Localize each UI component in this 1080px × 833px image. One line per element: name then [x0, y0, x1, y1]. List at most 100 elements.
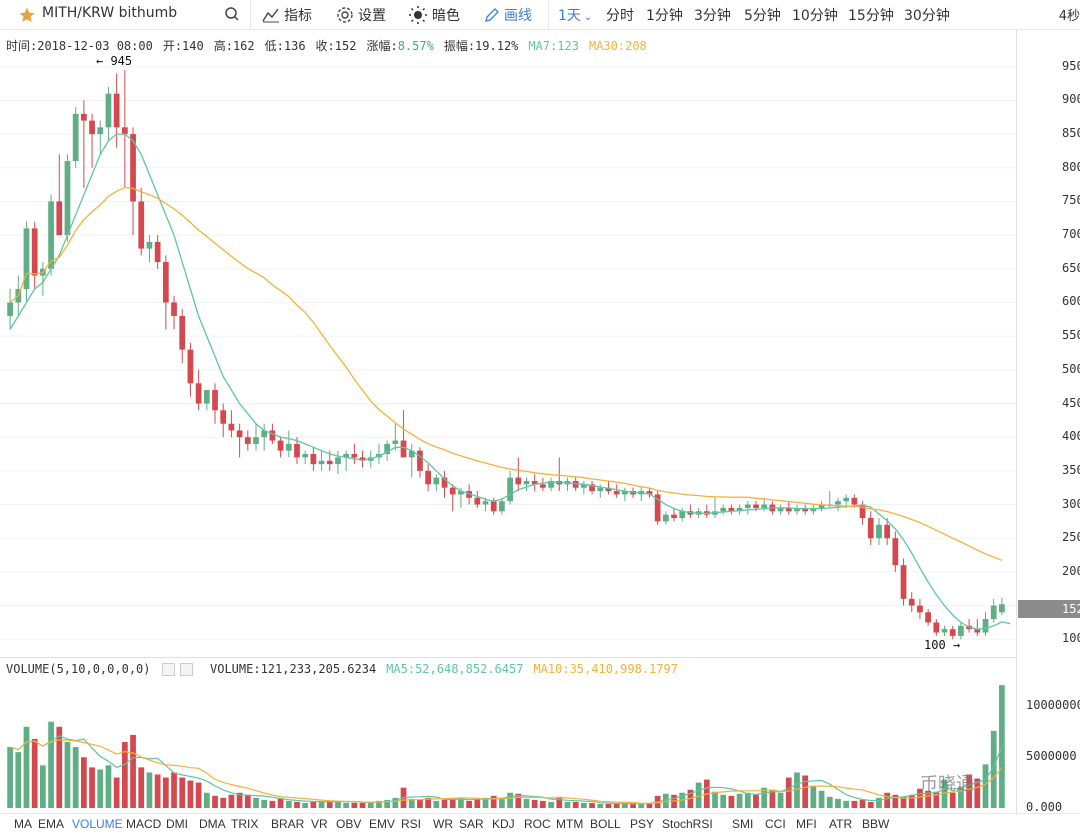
indicator-tab-vr[interactable]: VR [311, 817, 328, 831]
volume-bar [851, 800, 858, 808]
dark-mode-button[interactable]: 暗色 [408, 4, 460, 26]
candle-body [89, 120, 95, 135]
volume-bar [433, 800, 440, 808]
indicator-tab-psy[interactable]: PSY [630, 817, 655, 831]
period-1d[interactable]: 1天 ⌄ [558, 8, 593, 24]
indicator-tab-ema[interactable]: EMA [38, 817, 65, 831]
indicator-tab-sar[interactable]: SAR [459, 817, 484, 831]
volume-bar [540, 800, 546, 808]
indicator-tab-roc[interactable]: ROC [524, 817, 551, 831]
period-1m[interactable]: 1分钟 [646, 8, 683, 24]
indicator-tab-ma[interactable]: MA [14, 817, 32, 831]
period-5m[interactable]: 5分钟 [744, 8, 781, 24]
indicator-tab-dmi[interactable]: DMI [166, 817, 188, 831]
volume-bar [613, 803, 620, 808]
price-tick-label: 650 [1062, 260, 1080, 275]
period-timeshare[interactable]: 分时 [606, 8, 634, 24]
candle-body [244, 437, 251, 444]
indicator-tab-dma[interactable]: DMA [199, 817, 226, 831]
candle-body [105, 93, 112, 128]
volume-bar [121, 742, 128, 808]
indicator-tab-boll[interactable]: BOLL [590, 817, 621, 831]
volume-bar [261, 799, 268, 808]
candle-body [482, 501, 489, 505]
candle-body [515, 477, 522, 485]
volume-bar [335, 801, 341, 808]
period-3m[interactable]: 3分钟 [694, 8, 731, 24]
volume-bar [876, 797, 882, 808]
candle-body [490, 501, 497, 512]
period-30m[interactable]: 30分钟 [904, 8, 950, 24]
volume-bar [720, 794, 727, 808]
candle-body [540, 484, 546, 488]
indicator-tab-brar[interactable]: BRAR [271, 817, 305, 831]
volume-bar [458, 797, 464, 808]
volume-bar [408, 798, 415, 808]
search-icon[interactable] [224, 6, 240, 22]
candle-body [425, 470, 431, 485]
volume-bar [646, 802, 653, 808]
volume-bar [236, 792, 243, 808]
info-high: 高:162 [213, 39, 255, 53]
indicator-tab-trix[interactable]: TRIX [231, 817, 259, 831]
indicator-tab-bbw[interactable]: BBW [862, 817, 890, 831]
indicator-tab-cci[interactable]: CCI [765, 817, 786, 831]
price-chart[interactable] [0, 0, 1080, 813]
indicator-tab-macd[interactable]: MACD [126, 817, 162, 831]
indicator-tab-mfi[interactable]: MFI [796, 817, 817, 831]
indicator-tab-atr[interactable]: ATR [829, 817, 853, 831]
candle-body [613, 491, 620, 495]
volume-bar [187, 780, 194, 808]
indicator-tab-volume[interactable]: VOLUME [72, 817, 123, 831]
close-icon[interactable] [180, 663, 193, 676]
volume-bar [925, 790, 931, 808]
info-low: 低:136 [264, 39, 306, 53]
candle-body [81, 113, 87, 121]
candle-body [761, 504, 768, 508]
candle-body [581, 484, 587, 488]
indicator-tab-kdj[interactable]: KDJ [492, 817, 515, 831]
candle-body [974, 629, 981, 633]
draw-line-button[interactable]: 画线 [484, 4, 532, 26]
indicator-tab-wr[interactable]: WR [433, 817, 453, 831]
volume-bar [990, 730, 997, 808]
candle-body [72, 113, 79, 162]
candle-body [48, 201, 54, 269]
candle-body [220, 410, 227, 424]
volume-bar [736, 793, 743, 808]
candle-body [753, 504, 759, 508]
volume-bar [113, 777, 120, 808]
volume-ma5-line [9, 735, 1003, 805]
candle-body [785, 507, 792, 512]
period-10m[interactable]: 10分钟 [792, 8, 838, 24]
volume-bar [482, 797, 489, 808]
star-icon[interactable] [18, 6, 36, 24]
volume-bar [64, 742, 71, 808]
volume-bar [171, 772, 177, 808]
candle-body [384, 443, 391, 455]
volume-bar [581, 802, 587, 808]
candle-body [736, 507, 743, 512]
indicator-tab-rsi[interactable]: RSI [401, 817, 422, 831]
indicator-tab-obv[interactable]: OBV [336, 817, 362, 831]
candle-body [597, 487, 604, 492]
sun-icon [409, 6, 427, 24]
indicator-tab-smi[interactable]: SMI [732, 817, 754, 831]
volume-value: VOLUME:121,233,205.6234 [210, 662, 377, 676]
indicator-tab-stochrsi[interactable]: StochRSI [662, 817, 713, 831]
candle-body [933, 622, 940, 633]
indicator-tab-mtm[interactable]: MTM [556, 817, 584, 831]
low-annotation: 100 → [924, 638, 961, 652]
period-15m[interactable]: 15分钟 [848, 8, 894, 24]
candle-body [949, 629, 956, 636]
candle-body [195, 383, 202, 404]
toolbar-right-text: 4秒 [1058, 9, 1080, 24]
settings-icon[interactable] [162, 663, 175, 676]
settings-button[interactable]: 设置 [336, 4, 386, 26]
indicator-tab-emv[interactable]: EMV [369, 817, 396, 831]
volume-bar [48, 721, 54, 808]
volume-bar [23, 726, 30, 808]
volume-bar [662, 793, 669, 808]
indicator-button[interactable]: 指标 [262, 4, 312, 26]
candle-body [138, 201, 145, 249]
